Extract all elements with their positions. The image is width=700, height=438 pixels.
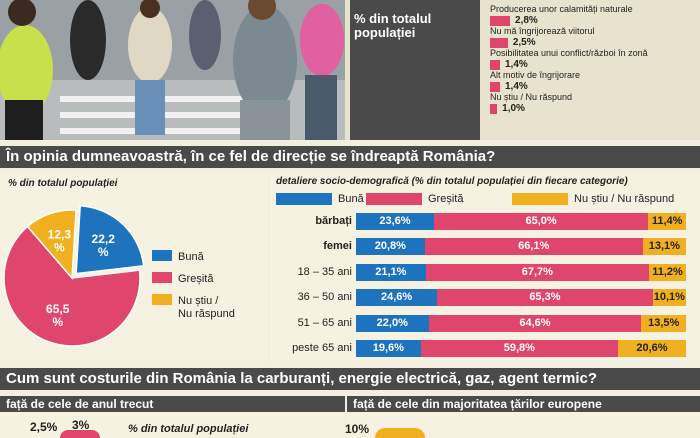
left-val-1: 2,5% xyxy=(30,420,58,434)
pct-label: % din totalul populației xyxy=(354,11,432,40)
pie-legend-gresita: Greșită xyxy=(178,273,214,285)
section2-title: Cum sunt costurile din România la carbur… xyxy=(0,368,700,390)
reason-value: 2,5% xyxy=(512,37,536,48)
bar-segment: 23,6% xyxy=(356,213,434,230)
left-pie-top xyxy=(60,430,100,438)
pie-legend-swatch xyxy=(152,272,172,283)
bar-row-label: femei xyxy=(323,240,352,252)
bar-legend-swatch xyxy=(276,193,332,205)
bar-legend-label: Nu știu / Nu răspund xyxy=(574,193,675,205)
pie-slice xyxy=(3,225,141,347)
bar-segment: 22,0% xyxy=(356,315,429,332)
bar-segment: 66,1% xyxy=(424,238,643,255)
pie-legend-swatch xyxy=(152,250,172,261)
bar-segment: 13,5% xyxy=(641,315,686,332)
bar-segment: 64,6% xyxy=(428,315,642,332)
bar-segment: 13,1% xyxy=(642,238,686,255)
crowd-illustration xyxy=(0,0,345,140)
reason-value: 1,4% xyxy=(505,81,528,92)
bar-legend-label: Bună xyxy=(338,193,364,205)
pie-value-label: 65,5% xyxy=(46,302,70,329)
bar-segment: 65,3% xyxy=(437,289,653,306)
left-val-2: 3% xyxy=(72,418,90,432)
right-pie-top xyxy=(375,428,425,438)
right-val: 10% xyxy=(345,422,370,436)
reason-bar xyxy=(490,104,498,114)
reason-bar xyxy=(490,60,500,70)
bar-row-label: 36 – 50 ani xyxy=(297,291,352,303)
bar-segment: 11,2% xyxy=(649,264,686,281)
pie-value-label: 12,3% xyxy=(48,228,72,255)
bar-segment: 19,6% xyxy=(356,340,421,357)
pie-chart: 22,2 % 65,5 % 12,3 % Bună Greșită Nu știu / Nu ră… xyxy=(3,204,235,347)
reason-bar xyxy=(490,38,508,48)
bar-legend-swatch xyxy=(366,193,422,205)
reason-label: Nu știu / Nu răspund xyxy=(490,92,573,102)
bar-row-label: peste 65 ani xyxy=(292,342,352,354)
reason-label: Alt motiv de îngrijorare xyxy=(490,70,581,80)
reason-value: 1,0% xyxy=(502,103,525,114)
pie-slice xyxy=(26,209,77,280)
bars-caption: detaliere socio-demografică (% din total… xyxy=(276,176,628,187)
reason-bar xyxy=(490,16,510,26)
pct-box xyxy=(350,0,480,140)
left-subheader: față de cele de anul trecut xyxy=(0,396,345,412)
bar-segment: 20,6% xyxy=(618,340,686,357)
reason-label: Nu mă îngrijorează viitorul xyxy=(490,26,595,36)
bar-segment: 24,6% xyxy=(356,289,438,306)
left-bottom-caption: % din totalul populației xyxy=(128,423,249,435)
pie-value-label: 22,2% xyxy=(92,232,116,259)
bar-row-label: 51 – 65 ani xyxy=(297,317,352,329)
photo-crowd xyxy=(0,0,345,140)
pie-legend-buna: Bună xyxy=(178,251,205,263)
pie-slice xyxy=(75,204,145,275)
reason-label: Posibilitatea unui conflict/război în zo… xyxy=(490,48,648,58)
pie-caption: % din totalul populației xyxy=(8,178,118,189)
bar-legend-swatch xyxy=(512,193,568,205)
bar-row-label: 18 – 35 ani xyxy=(297,266,352,278)
bar-segment: 59,8% xyxy=(420,340,618,357)
bar-segment: 10,1% xyxy=(652,289,686,306)
pie-legend-swatch xyxy=(152,294,172,305)
right-subheader: față de cele din majoritatea țărilor eur… xyxy=(347,396,700,412)
bar-segment: 11,4% xyxy=(648,213,686,230)
reason-value: 2,8% xyxy=(515,15,538,26)
reason-value: 1,4% xyxy=(505,59,528,70)
bar-segment: 20,8% xyxy=(356,238,425,255)
reason-bar xyxy=(490,82,500,92)
bar-row-label: bărbați xyxy=(315,215,352,227)
bar-segment: 65,0% xyxy=(433,213,649,230)
pie-legend-nustiu: Nu știu / Nu răspund xyxy=(178,295,235,320)
bar-segment: 21,1% xyxy=(356,264,426,281)
section1-title: În opinia dumneavoastră, în ce fel de di… xyxy=(0,146,700,168)
reason-label: Producerea unor calamități naturale xyxy=(490,4,633,14)
bar-legend-label: Greșită xyxy=(428,193,464,205)
bar-segment: 67,7% xyxy=(425,264,650,281)
